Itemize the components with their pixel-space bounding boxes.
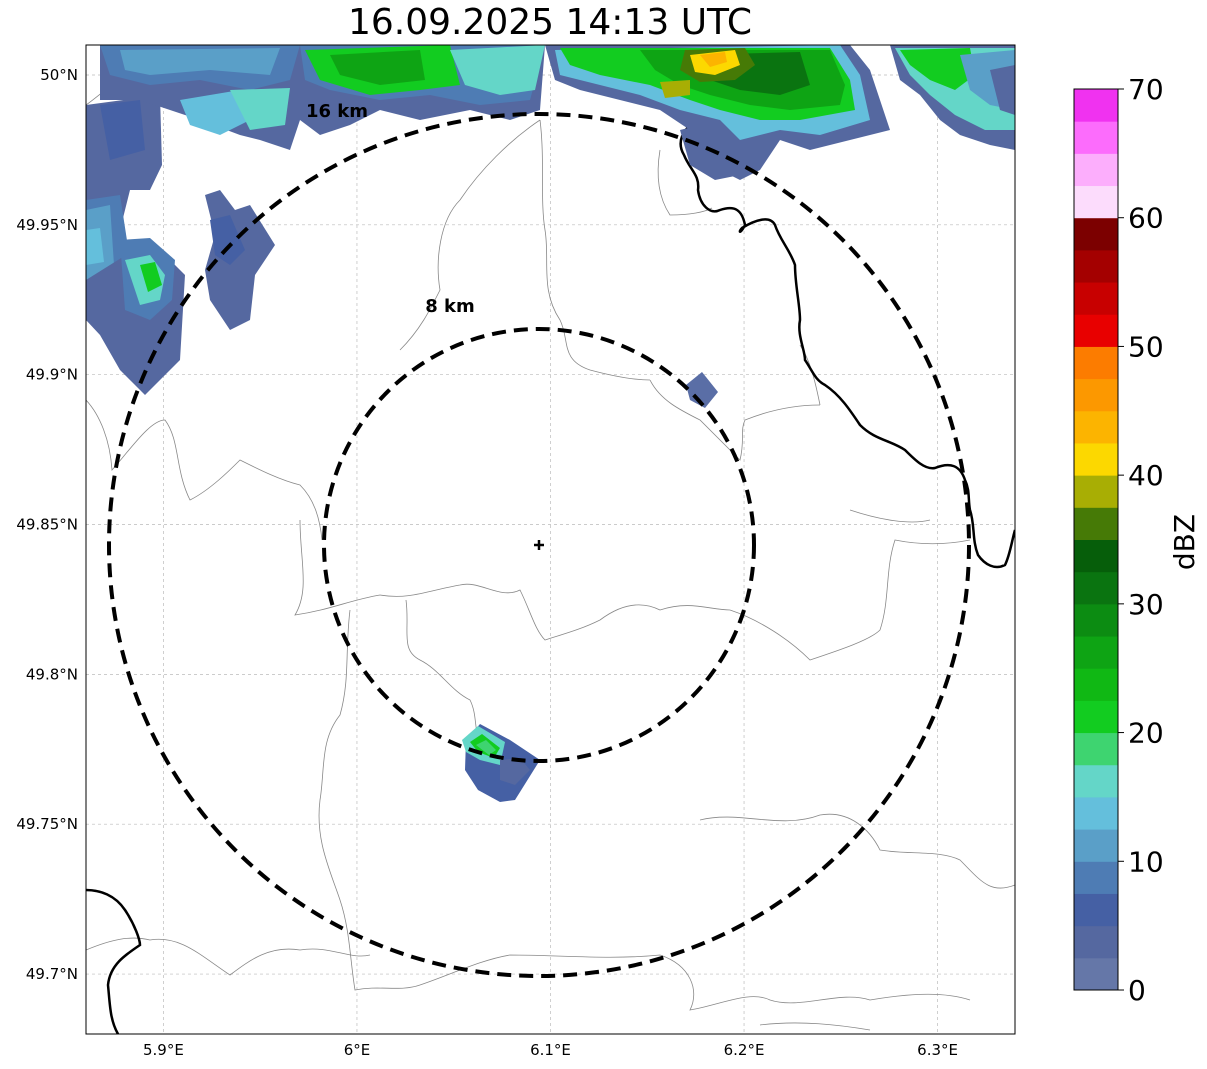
colorbar-segment bbox=[1074, 764, 1118, 798]
lon-tick-label: 5.9°E bbox=[143, 1041, 184, 1059]
lon-tick-label: 6.2°E bbox=[724, 1041, 765, 1059]
colorbar-segment bbox=[1074, 925, 1118, 959]
colorbar-tick-label: 70 bbox=[1128, 73, 1164, 106]
colorbar-segment bbox=[1074, 539, 1118, 573]
colorbar-segment bbox=[1074, 282, 1118, 315]
lat-tick-label: 49.85°N bbox=[16, 516, 78, 534]
colorbar-segment bbox=[1074, 732, 1118, 766]
lon-tick-label: 6.1°E bbox=[530, 1041, 571, 1059]
colorbar-tick-label: 20 bbox=[1128, 717, 1164, 750]
colorbar-segment bbox=[1074, 378, 1118, 412]
colorbar-segment bbox=[1074, 249, 1118, 283]
colorbar-frame bbox=[1073, 88, 1119, 991]
colorbar-tick-label: 30 bbox=[1128, 588, 1164, 621]
colorbar-segment bbox=[1074, 89, 1118, 122]
colorbar-segment bbox=[1074, 796, 1118, 830]
lat-tick-label: 50°N bbox=[40, 66, 78, 84]
colorbar-segment bbox=[1074, 475, 1118, 508]
colorbar-segment bbox=[1074, 346, 1118, 380]
lon-tick-label: 6.3°E bbox=[917, 1041, 958, 1059]
colorbar-label: dBZ bbox=[1168, 514, 1201, 570]
colorbar-tick-label: 0 bbox=[1128, 974, 1146, 1007]
colorbar-segment bbox=[1074, 185, 1118, 219]
lat-tick-label: 49.8°N bbox=[26, 665, 78, 683]
longitude-ticks: 5.9°E 6°E 6.1°E 6.2°E 6.3°E bbox=[143, 1041, 958, 1059]
range-ring-16km bbox=[107, 112, 971, 978]
gridlines bbox=[86, 45, 1015, 1034]
colorbar-segment bbox=[1074, 314, 1118, 347]
lat-tick-label: 49.7°N bbox=[26, 965, 78, 983]
colorbar-segment bbox=[1074, 217, 1118, 251]
ring-label-16km: 16 km bbox=[306, 101, 368, 122]
colorbar-segment bbox=[1074, 603, 1118, 637]
colorbar-segment bbox=[1074, 410, 1118, 444]
colorbar-segment bbox=[1074, 861, 1118, 894]
lat-tick-label: 49.75°N bbox=[16, 815, 78, 833]
plot-frame bbox=[85, 44, 1016, 1035]
colorbar: 0 10 20 30 40 50 60 70 bbox=[1073, 73, 1164, 1007]
plot-content bbox=[86, 45, 1015, 1034]
colorbar-segment bbox=[1074, 957, 1118, 991]
ring-label-8km: 8 km bbox=[425, 296, 475, 317]
municipal-boundaries bbox=[86, 79, 1015, 1031]
colorbar-tick-label: 10 bbox=[1128, 845, 1164, 878]
radar-echoes bbox=[86, 45, 1015, 802]
colorbar-segment bbox=[1074, 442, 1118, 476]
range-rings bbox=[107, 112, 971, 978]
colorbar-segment bbox=[1074, 636, 1118, 669]
colorbar-segment bbox=[1074, 700, 1118, 734]
lat-tick-label: 49.9°N bbox=[26, 366, 78, 384]
lon-tick-label: 6°E bbox=[344, 1041, 371, 1059]
colorbar-segment bbox=[1074, 668, 1118, 701]
lat-tick-label: 49.95°N bbox=[16, 216, 78, 234]
colorbar-segment bbox=[1074, 571, 1118, 605]
colorbar-segment bbox=[1074, 829, 1118, 862]
colorbar-tick-label: 60 bbox=[1128, 202, 1164, 235]
colorbar-segment bbox=[1074, 121, 1118, 154]
latitude-ticks: 50°N 49.95°N 49.9°N 49.85°N 49.8°N 49.75°N 49.… bbox=[16, 66, 78, 983]
colorbar-tick-label: 50 bbox=[1128, 330, 1164, 363]
colorbar-segment bbox=[1074, 153, 1118, 187]
radar-site-marker bbox=[534, 540, 544, 550]
country-border bbox=[86, 45, 1015, 1034]
colorbar-tick-label: 40 bbox=[1128, 459, 1164, 492]
colorbar-segment bbox=[1074, 893, 1118, 927]
colorbar-segment bbox=[1074, 507, 1118, 540]
map-title: 16.09.2025 14:13 UTC bbox=[347, 2, 753, 43]
range-ring-8km bbox=[322, 327, 756, 763]
